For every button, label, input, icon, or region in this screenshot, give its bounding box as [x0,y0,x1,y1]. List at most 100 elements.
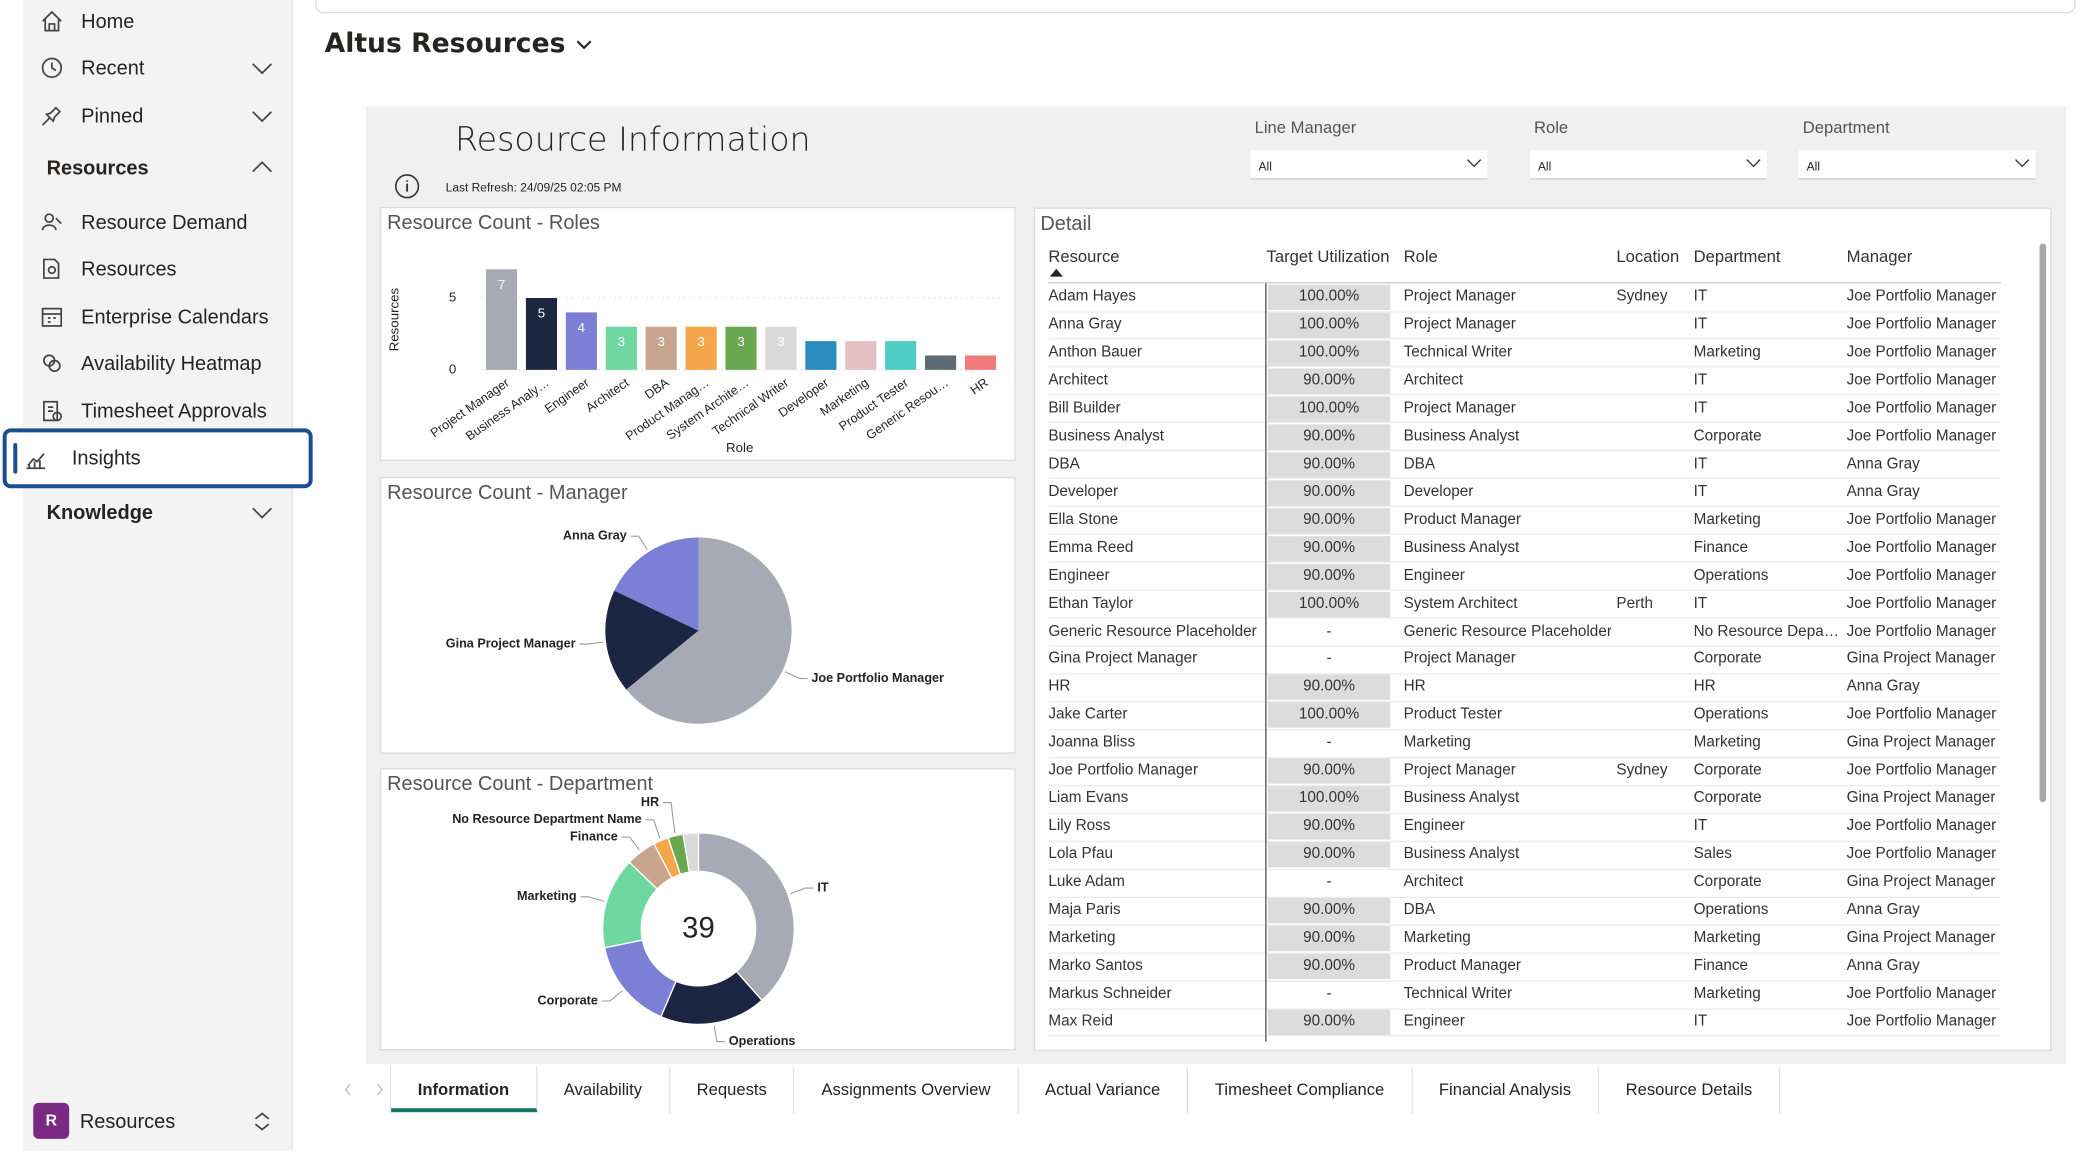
table-cell: Engineer [1048,562,1261,590]
utilization-cell: 90.00% [1268,1010,1390,1035]
table-cell: Corporate [1694,423,1843,451]
icon [40,210,64,234]
table-cell: Maja Paris [1048,897,1261,925]
chevron [1745,157,1761,170]
nav-item[interactable]: Resources [23,249,292,289]
column-header[interactable]: Target Utilization [1267,247,1390,266]
nav-item[interactable]: Availability Heatmap [23,343,292,383]
utilization-cell: 90.00% [1268,675,1390,700]
page-title-text: Altus Resources [325,27,566,59]
nav-item[interactable]: Insights [3,428,313,488]
nav-item[interactable]: Pinned [23,96,292,136]
tab[interactable]: Availability [537,1067,670,1114]
nav-item[interactable]: Timesheet Approvals [23,391,292,431]
tab[interactable]: Information [391,1066,537,1113]
tab[interactable]: Assignments Overview [795,1067,1019,1114]
table-cell: Corporate [1694,785,1843,813]
tab[interactable]: Actual Variance [1018,1067,1188,1114]
info-icon[interactable] [394,173,421,200]
table-cell: Marketing [1694,981,1843,1009]
table-cell: Ella Stone [1048,506,1261,534]
table-cell: IT [1694,590,1843,618]
scrollbar[interactable] [2040,243,2047,802]
icon [24,446,48,470]
nav-label: Recent [81,57,144,80]
report-title: Resource Information [455,120,811,159]
nav-item[interactable]: Resource Demand [23,202,292,242]
table-cell: Ethan Taylor [1048,590,1261,618]
table-cell: Joe Portfolio Manager [1847,395,2001,423]
column-header[interactable]: Role [1404,247,1438,266]
chevron[interactable] [251,105,272,126]
utilization-cell: 90.00% [1268,536,1390,561]
detail-table: Resource Target Utilization Role Location De… [1048,243,2001,1041]
nav-label: Resource Demand [81,212,247,235]
table-cell: Marketing [1048,925,1261,953]
utilization-cell: 90.00% [1268,954,1390,979]
table-cell: Developer [1048,479,1261,507]
utilization-cell: 90.00% [1268,815,1390,840]
icon [40,305,64,329]
table-cell: Joanna Bliss [1048,730,1261,758]
column-header[interactable]: Department [1694,247,1781,266]
table-cell: Marketing [1694,339,1843,367]
table-cell: Gina Project Manager [1847,869,2001,897]
utilization-cell: - [1268,619,1390,644]
table-cell: Joe Portfolio Manager [1847,283,2001,311]
utilization-cell: 90.00% [1268,452,1390,477]
table-cell: HR [1694,674,1843,702]
filter-dropdown[interactable]: All [1251,150,1488,179]
table-cell: Business Analyst [1048,423,1261,451]
table-cell: IT [1694,395,1843,423]
chevron[interactable] [251,1111,272,1132]
column-divider [1265,283,1266,1041]
nav-group[interactable]: Knowledge [23,492,292,532]
table-cell: Joe Portfolio Manager [1847,757,2001,785]
nav-label: Resources [81,258,176,281]
table-cell: Anthon Bauer [1048,339,1261,367]
table-cell: Project Manager [1404,646,1612,674]
table-cell: Finance [1694,953,1843,981]
chevron[interactable] [251,57,272,78]
icon [40,351,64,375]
tab[interactable]: Resource Details [1599,1067,1780,1114]
filter-dropdown[interactable]: All [1799,150,2036,179]
table-cell: Marko Santos [1048,953,1261,981]
tab[interactable]: Financial Analysis [1412,1067,1599,1114]
tab[interactable]: Timesheet Compliance [1188,1067,1412,1114]
nav-group[interactable]: Resources [23,148,292,188]
utilization-cell: 100.00% [1268,313,1390,338]
table-cell: Perth [1616,590,1691,618]
column-header[interactable]: Manager [1847,247,1913,266]
table-cell: DBA [1404,451,1612,479]
table-cell: Gina Project Manager [1847,646,2001,674]
tab-scroll[interactable] [341,1080,389,1099]
filter-label: Role [1534,118,1568,137]
nav-label: Pinned [81,105,143,128]
table-cell: Joe Portfolio Manager [1847,423,2001,451]
nav-item[interactable]: Recent [23,48,292,88]
column-header[interactable]: Resource [1048,247,1119,266]
table-cell: Developer [1404,479,1612,507]
area-switcher[interactable]: R Resources [23,1102,292,1142]
chevron[interactable] [251,157,272,178]
tab-bar: InformationAvailabilityRequestsAssignmen… [335,1064,2066,1115]
table-cell: IT [1694,1008,1843,1036]
table-cell: Project Manager [1404,311,1612,339]
table-cell: Joe Portfolio Manager [1847,1008,2001,1036]
chevron[interactable] [251,502,272,523]
table-cell: Anna Gray [1847,953,2001,981]
table-cell: Engineer [1404,813,1612,841]
filter-dropdown[interactable]: All [1530,150,1767,179]
table-cell: Jake Carter [1048,702,1261,730]
table-cell: Generic Resource Placeholder [1404,618,1612,646]
last-refresh: Last Refresh: 24/09/25 02:05 PM [446,181,622,194]
table-cell: Corporate [1694,869,1843,897]
tab[interactable]: Requests [670,1067,795,1114]
detail-title: Detail [1040,213,1091,236]
nav-item[interactable]: Home [23,1,292,41]
column-header[interactable]: Location [1616,247,1679,266]
nav-item[interactable]: Enterprise Calendars [23,297,292,337]
page-title[interactable]: Altus Resources [325,27,594,59]
